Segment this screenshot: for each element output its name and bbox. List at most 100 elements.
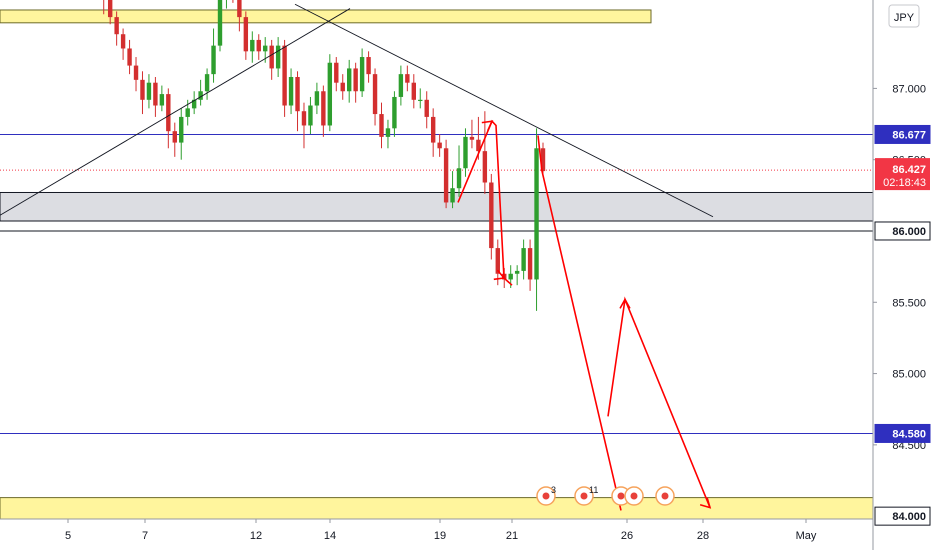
x-tick-label: 12 bbox=[250, 530, 262, 542]
event-marker-dot bbox=[580, 492, 588, 500]
candle-down bbox=[495, 248, 500, 274]
arrow-head bbox=[481, 120, 494, 131]
candle-up bbox=[191, 99, 197, 109]
y-tick-label: 85.500 bbox=[892, 297, 926, 309]
price-tag-label: 86.677 bbox=[892, 129, 926, 141]
x-tick-label: May bbox=[796, 530, 817, 542]
candle-down bbox=[379, 114, 384, 137]
candle-down bbox=[476, 139, 481, 152]
candle-down bbox=[411, 82, 416, 100]
candle-up bbox=[359, 57, 365, 92]
x-tick-label: 19 bbox=[434, 530, 446, 542]
yellow-zone bbox=[0, 9, 652, 24]
price-tag bbox=[874, 124, 931, 144]
candle-up bbox=[308, 105, 313, 126]
arrow-head bbox=[619, 297, 631, 309]
candle-down bbox=[372, 74, 378, 115]
candle-up bbox=[314, 91, 320, 106]
candle-up bbox=[385, 128, 391, 137]
candle-up bbox=[179, 116, 184, 143]
event-marker-dot bbox=[617, 492, 625, 500]
event-markers-layer: 3 11 bbox=[536, 485, 675, 506]
candle-up bbox=[508, 273, 513, 280]
arrow-head bbox=[699, 497, 712, 509]
candle-down bbox=[405, 74, 410, 83]
event-marker-dot bbox=[542, 492, 550, 500]
y-tick-label: 87.000 bbox=[892, 83, 926, 95]
projection-arrow bbox=[607, 296, 711, 508]
candle-down bbox=[430, 116, 436, 143]
candle-down bbox=[127, 48, 132, 66]
candle-down bbox=[166, 94, 171, 132]
candle-down bbox=[443, 148, 449, 203]
candle-down bbox=[301, 111, 307, 126]
x-tick-label: 14 bbox=[324, 530, 336, 542]
event-count: 11 bbox=[589, 485, 598, 495]
trendline bbox=[0, 8, 351, 216]
candle-up bbox=[288, 76, 294, 106]
event-marker-dot bbox=[630, 492, 638, 500]
x-tick-label: 5 bbox=[65, 530, 71, 542]
candle-up bbox=[185, 108, 190, 117]
candle-down bbox=[489, 182, 494, 249]
candle-down bbox=[256, 39, 261, 52]
y-axis-bg bbox=[873, 0, 932, 550]
candle-down bbox=[295, 76, 300, 112]
candle-up bbox=[347, 68, 352, 92]
candle-down bbox=[153, 82, 158, 106]
candle-up bbox=[204, 74, 210, 92]
candle-down bbox=[437, 142, 442, 149]
y-tick-label: 85.000 bbox=[892, 369, 926, 381]
candle-up bbox=[275, 45, 281, 69]
price-tag bbox=[874, 423, 931, 443]
current-price-tag bbox=[875, 158, 930, 191]
price-tag-label: 84.000 bbox=[892, 511, 926, 523]
candle-up bbox=[392, 96, 397, 129]
candle-down bbox=[120, 34, 126, 49]
chart-chrome: JPY bbox=[888, 4, 920, 28]
currency-badge[interactable] bbox=[888, 4, 920, 28]
y-axis: 87.00086.50085.50085.00084.50086.67786.4… bbox=[872, 0, 932, 550]
candle-up bbox=[217, 0, 223, 46]
countdown-label: 02:18:43 bbox=[883, 177, 926, 189]
x-tick-label: 28 bbox=[697, 530, 709, 542]
candle-down bbox=[469, 136, 475, 140]
candle-down bbox=[133, 65, 139, 80]
candle-up bbox=[456, 168, 462, 189]
levels-layer bbox=[0, 133, 873, 434]
candle-down bbox=[334, 62, 339, 83]
candle-down bbox=[282, 45, 287, 106]
candle-down bbox=[540, 148, 546, 172]
annotations-layer bbox=[0, 3, 714, 511]
candle-down bbox=[353, 68, 358, 92]
candle-down bbox=[321, 91, 326, 126]
price-tag bbox=[874, 506, 931, 526]
currency-label: JPY bbox=[894, 12, 915, 24]
event-count: 3 bbox=[551, 485, 556, 495]
candle-up bbox=[211, 45, 216, 75]
projection-arrow bbox=[457, 119, 513, 286]
candle-down bbox=[237, 0, 242, 18]
event-marker-dot bbox=[661, 492, 669, 500]
candle-down bbox=[269, 45, 274, 69]
projection-arrow bbox=[537, 135, 622, 511]
candle-up bbox=[159, 94, 165, 106]
zones-layer bbox=[0, 9, 874, 520]
grey-zone bbox=[0, 191, 874, 222]
candle-up bbox=[418, 99, 423, 102]
candle-down bbox=[424, 99, 429, 117]
candle-down bbox=[140, 79, 145, 100]
candle-up bbox=[450, 188, 455, 203]
yellow-zone bbox=[0, 497, 874, 520]
candles-layer bbox=[103, 0, 546, 311]
candle-down bbox=[114, 17, 119, 35]
candle-down bbox=[482, 151, 488, 183]
current-price-label: 86.427 bbox=[892, 164, 926, 176]
x-axis: 5 7 12 14 19 21 26 28 May bbox=[0, 518, 873, 542]
price-tag-label: 84.580 bbox=[892, 428, 926, 440]
price-tag bbox=[874, 221, 931, 241]
candle-up bbox=[327, 62, 333, 126]
candle-down bbox=[340, 82, 345, 92]
